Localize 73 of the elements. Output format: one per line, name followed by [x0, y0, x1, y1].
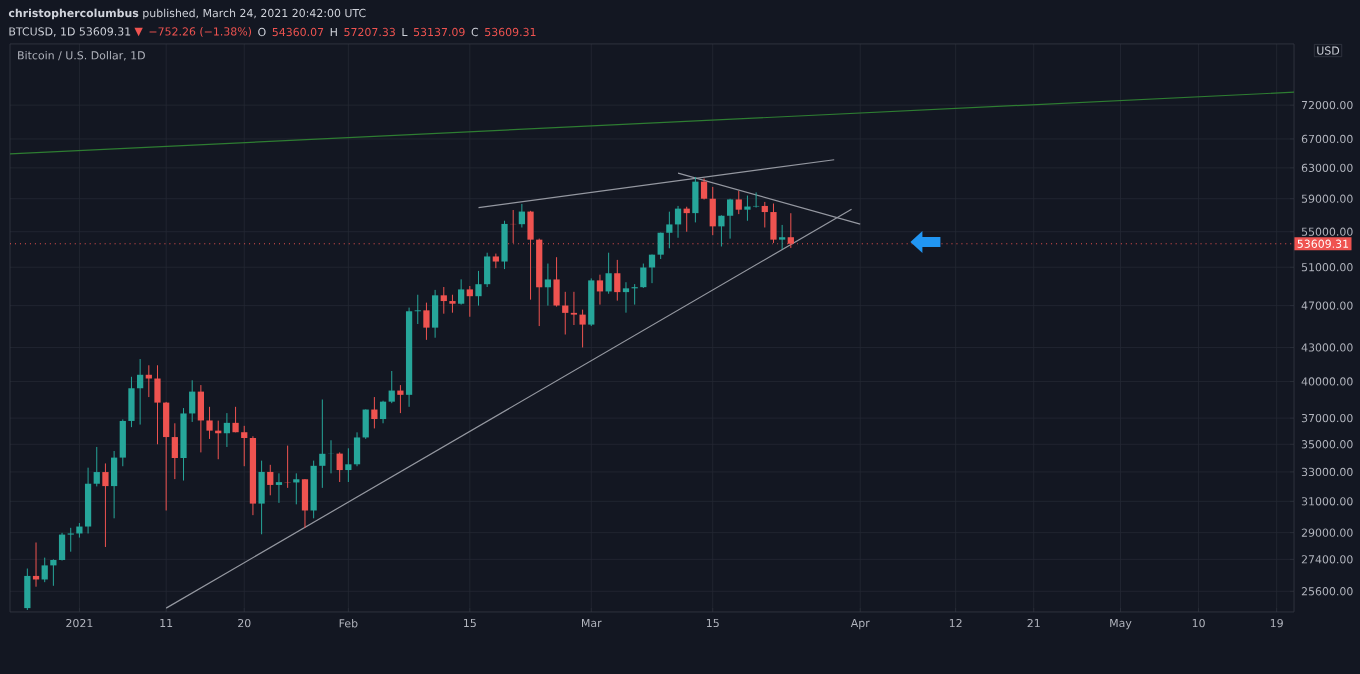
candlestick — [518, 203, 525, 228]
candlestick — [458, 278, 465, 306]
candlestick — [267, 464, 274, 496]
candlestick — [614, 259, 621, 302]
candlestick — [735, 190, 742, 215]
candlestick — [570, 291, 578, 326]
candlestick — [223, 412, 231, 448]
candlestick — [752, 191, 760, 209]
candlestick — [466, 285, 473, 318]
candlestick — [163, 401, 170, 511]
candlestick — [50, 558, 57, 587]
candlestick — [84, 467, 92, 534]
candlestick — [744, 195, 751, 222]
candlestick — [484, 252, 491, 288]
candlestick — [588, 277, 595, 327]
candlestick — [119, 418, 126, 467]
candlestick — [379, 400, 387, 424]
candlestick — [640, 263, 647, 289]
candlestick — [241, 425, 248, 467]
candlestick — [293, 472, 300, 505]
candlestick — [41, 557, 48, 583]
candlestick — [24, 568, 31, 611]
candlestick — [362, 408, 369, 440]
candlestick — [189, 379, 196, 423]
candlestick — [657, 232, 664, 260]
candlestick — [440, 286, 447, 315]
candlestick — [67, 527, 74, 553]
candlestick — [674, 205, 682, 239]
candlestick — [128, 376, 135, 428]
candlestick — [388, 370, 395, 404]
candlestick — [371, 396, 378, 429]
candlestick — [779, 224, 786, 250]
candlestick — [93, 446, 100, 487]
candlestick — [709, 186, 716, 236]
candlestick — [648, 253, 656, 284]
candlestick — [206, 406, 213, 440]
candlestick — [622, 281, 630, 314]
candlestick — [197, 384, 204, 453]
candlestick — [397, 384, 404, 414]
candlestick — [58, 532, 66, 562]
candlestick — [414, 294, 421, 325]
candlestick — [258, 460, 265, 535]
candlestick — [301, 478, 309, 529]
candlestick — [596, 274, 604, 306]
candlestick — [431, 289, 439, 339]
candlestick — [336, 451, 343, 483]
candlestick — [579, 309, 586, 348]
candlestick — [761, 201, 768, 228]
candlestick — [726, 198, 734, 240]
candlestick — [423, 302, 430, 341]
candlestick — [345, 447, 352, 483]
candlestick — [180, 407, 187, 482]
candlestick — [692, 176, 699, 223]
candlestick — [353, 431, 361, 467]
candlestick — [700, 177, 708, 201]
candlestick — [232, 406, 239, 433]
candlestick — [605, 252, 612, 295]
candlestick — [145, 364, 152, 398]
candlestick — [319, 398, 326, 489]
candlestick — [275, 472, 283, 504]
candlestick — [154, 364, 161, 445]
candlestick — [553, 256, 560, 308]
candlestick — [310, 460, 317, 519]
candlestick — [102, 462, 109, 548]
candlestick — [475, 270, 482, 307]
candlestick — [718, 214, 725, 247]
candlestick — [544, 263, 552, 307]
candlestick — [110, 450, 118, 519]
candlestick — [562, 291, 569, 336]
candlestick — [666, 211, 673, 249]
candlestick — [137, 358, 144, 426]
candlestick — [501, 220, 508, 270]
candlestick — [171, 422, 178, 480]
